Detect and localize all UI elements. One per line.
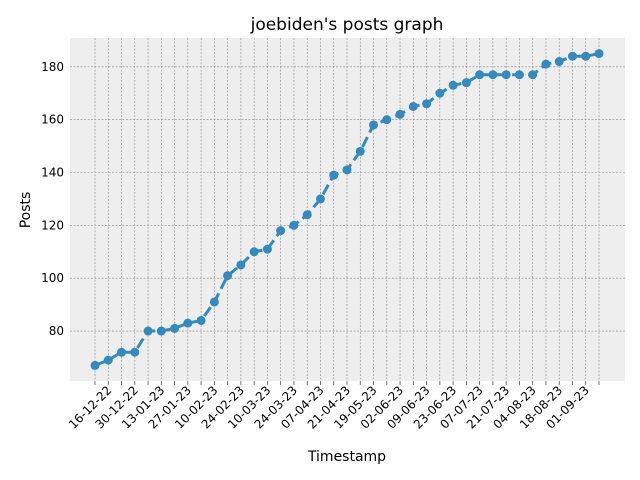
data-point [223, 271, 233, 281]
data-point [567, 51, 577, 61]
data-point [382, 115, 392, 125]
data-point [289, 220, 299, 230]
data-point [594, 49, 604, 59]
data-point [422, 99, 432, 109]
data-point [514, 70, 524, 80]
plot-area [70, 38, 625, 381]
data-point [90, 360, 100, 370]
data-point [183, 318, 193, 328]
y-tick-label: 100 [41, 271, 64, 285]
data-point [355, 146, 365, 156]
data-point [143, 326, 153, 336]
x-axis-label: Timestamp [307, 449, 386, 465]
data-point [435, 88, 445, 98]
data-point [528, 70, 538, 80]
data-point [302, 210, 312, 220]
data-point [461, 78, 471, 88]
data-point [117, 347, 127, 357]
data-point [448, 80, 458, 90]
y-tick-label: 160 [41, 113, 64, 127]
y-tick-label: 120 [41, 218, 64, 232]
data-point [209, 297, 219, 307]
data-point [329, 170, 339, 180]
data-point [196, 315, 206, 325]
data-point [488, 70, 498, 80]
data-point [276, 226, 286, 236]
data-point [130, 347, 140, 357]
data-point [236, 260, 246, 270]
data-point [262, 244, 272, 254]
data-point [581, 51, 591, 61]
data-point [103, 355, 113, 365]
y-axis-label: Posts [18, 192, 34, 229]
data-point [249, 247, 259, 257]
data-point [315, 194, 325, 204]
y-tick-label: 80 [49, 324, 64, 338]
data-point [501, 70, 511, 80]
y-tick-label: 140 [41, 166, 64, 180]
data-point [554, 57, 564, 67]
data-point [408, 101, 418, 111]
data-point [369, 120, 379, 130]
data-point [395, 109, 405, 119]
data-point [156, 326, 166, 336]
data-point [170, 323, 180, 333]
data-point [342, 165, 352, 175]
y-tick-label: 180 [41, 60, 64, 74]
chart-title: joebiden's posts graph [250, 15, 444, 35]
data-point [541, 59, 551, 69]
data-point [475, 70, 485, 80]
